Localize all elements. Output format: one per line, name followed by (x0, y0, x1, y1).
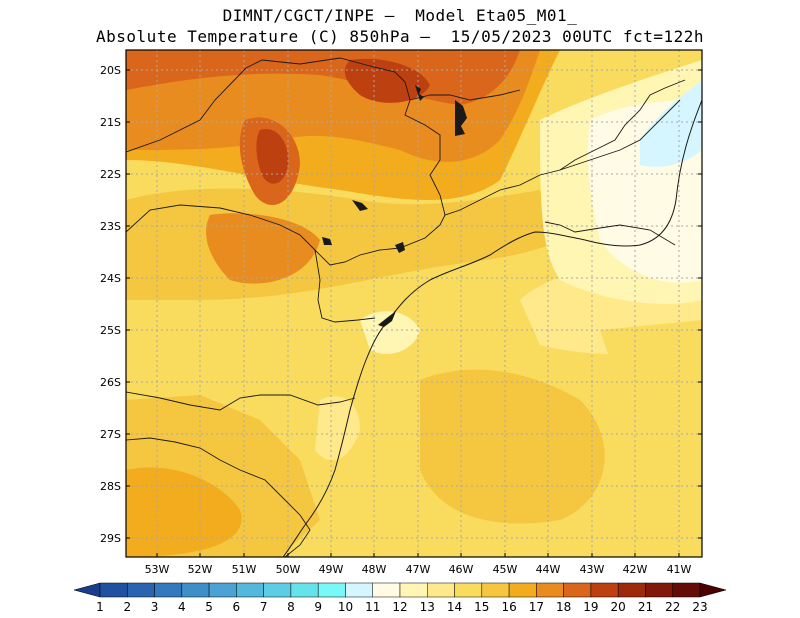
colorbar-swatch (345, 582, 373, 598)
colorbar-swatch (508, 582, 537, 598)
lon-label: 47W (406, 563, 431, 576)
colorbar-label: 21 (638, 600, 653, 614)
colorbar-label: 3 (151, 600, 159, 614)
lat-label: 28S (100, 480, 121, 493)
lon-label: 45W (493, 563, 518, 576)
colorbar-label: 23 (692, 600, 707, 614)
colorbar-swatch (454, 582, 483, 598)
colorbar-swatch (617, 582, 646, 598)
colorbar-label: 1 (96, 600, 104, 614)
colorbar-swatch (536, 582, 564, 598)
inland-lakes (322, 85, 467, 327)
colorbar-swatch (427, 582, 455, 598)
lon-label: 41W (667, 563, 692, 576)
colorbar-swatch (127, 582, 155, 598)
lat-label: 25S (100, 324, 121, 337)
colorbar-swatch (99, 582, 128, 598)
temperature-field (126, 50, 702, 557)
colorbar-label: 15 (474, 600, 489, 614)
colorbar-label: 12 (392, 600, 407, 614)
colorbar-swatch (263, 582, 292, 598)
lon-label: 52W (188, 563, 213, 576)
lon-label: 49W (319, 563, 344, 576)
colorbar-swatch (317, 582, 346, 598)
colorbar-arrow-low (73, 582, 101, 598)
colorbar-swatch (399, 582, 428, 598)
colorbar-label: 7 (260, 600, 268, 614)
colorbar-label: 19 (583, 600, 598, 614)
colorbar-label: 9 (314, 600, 322, 614)
lon-label: 50W (276, 563, 301, 576)
map-frame (125, 49, 703, 558)
colorbar-label: 14 (447, 600, 462, 614)
lat-label: 22S (100, 168, 121, 181)
map-title-line-2: Absolute Temperature (C) 850hPa – 15/05/… (96, 27, 704, 46)
map-title-line-1: DIMNT/CGCT/INPE – Model Eta05_M01_ (222, 6, 578, 25)
lon-label: 43W (580, 563, 605, 576)
lon-label: 46W (449, 563, 474, 576)
colorbar-swatch (590, 582, 619, 598)
axis-ticks (126, 69, 702, 557)
colorbar-label: 11 (365, 600, 380, 614)
colorbar-label: 16 (501, 600, 516, 614)
colorbar-label: 13 (420, 600, 435, 614)
colorbar-label: 22 (665, 600, 680, 614)
colorbar-label: 2 (123, 600, 131, 614)
colorbar-swatch (481, 582, 510, 598)
coastline (282, 99, 702, 557)
longitude-labels: 53W 52W 51W 50W 49W 48W 47W 46W 45W 44W … (145, 563, 692, 576)
colorbar-label: 6 (233, 600, 241, 614)
colorbar-label: 18 (556, 600, 571, 614)
colorbar-arrow-high (699, 582, 727, 598)
lon-label: 48W (362, 563, 387, 576)
colorbar-swatch (208, 582, 237, 598)
colorbar-swatch (563, 582, 592, 598)
colorbar-label: 20 (611, 600, 626, 614)
colorbar-swatch (672, 582, 701, 598)
lat-label: 20S (100, 64, 121, 77)
lat-label: 21S (100, 116, 121, 129)
lat-label: 27S (100, 428, 121, 441)
lon-label: 51W (232, 563, 257, 576)
colorbar-swatch (236, 582, 264, 598)
colorbar-swatch (154, 582, 183, 598)
colorbar-swatch (290, 582, 319, 598)
colorbar-label: 17 (529, 600, 544, 614)
lat-label: 26S (100, 376, 121, 389)
colorbar-label: 4 (178, 600, 186, 614)
colorbar-swatch (181, 582, 210, 598)
colorbar-label: 8 (287, 600, 295, 614)
lat-label: 24S (100, 272, 121, 285)
latitude-labels: 20S 21S 22S 23S 24S 25S 26S 27S 28S 29S (100, 64, 121, 545)
colorbar-swatch (645, 582, 673, 598)
temperature-colorbar: 1 2 3 4 5 6 7 8 9 10 11 12 13 14 15 16 17 18 19 20 21 22 23 (73, 582, 727, 614)
graticule (126, 50, 702, 557)
colorbar-swatch (372, 582, 401, 598)
colorbar-label: 5 (205, 600, 213, 614)
lon-label: 44W (536, 563, 561, 576)
lat-label: 29S (100, 532, 121, 545)
state-borders (126, 57, 686, 557)
lat-label: 23S (100, 220, 121, 233)
colorbar-label: 10 (338, 600, 353, 614)
lon-label: 42W (623, 563, 648, 576)
lon-label: 53W (145, 563, 170, 576)
